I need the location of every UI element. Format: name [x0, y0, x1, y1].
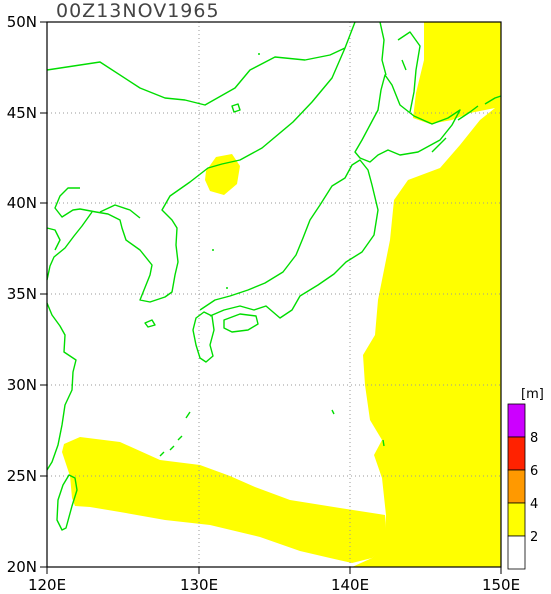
y-tick-label: 20N — [7, 558, 37, 576]
colorbar-label: 2 — [530, 530, 538, 545]
coastline-kurils — [431, 95, 502, 153]
x-tick-label: 150E — [482, 576, 520, 594]
x-axis-labels: 120E 130E 140E 150E — [28, 576, 520, 594]
coastline-bohai — [46, 204, 141, 251]
y-tick-label: 30N — [7, 376, 37, 394]
y-axis-labels: 20N 25N 30N 35N 40N 45N 50N — [7, 13, 37, 576]
x-tick-label: 130E — [180, 576, 218, 594]
x-tick-label: 140E — [331, 576, 369, 594]
y-tick-label: 40N — [7, 194, 37, 212]
colorbar-swatch-6-8 — [507, 436, 526, 471]
coastline-small-islands — [212, 53, 260, 289]
wave-field-east-korea-bay — [205, 154, 240, 195]
axis-tick-marks — [40, 21, 502, 574]
colorbar-swatch-4-6 — [507, 469, 526, 504]
coastline-ryukyu — [159, 409, 385, 457]
coastlines — [46, 21, 502, 531]
colorbar-label: 4 — [530, 497, 538, 512]
y-tick-label: 45N — [7, 104, 37, 122]
colorbar-unit-label: [m] — [521, 387, 544, 402]
coastline-mainland-asia — [46, 21, 356, 303]
y-tick-label: 50N — [7, 13, 37, 31]
map-title: 00Z13NOV1965 — [56, 0, 220, 22]
colorbar-swatch-2-4 — [507, 502, 526, 537]
coastline-sakhalin — [379, 21, 421, 113]
y-tick-label: 25N — [7, 467, 37, 485]
colorbar-label: 8 — [530, 431, 538, 446]
coastline-china-south — [46, 302, 77, 471]
coastline-taiwan — [56, 474, 78, 531]
coastline-jeju — [144, 319, 156, 328]
colorbar-swatch-8-plus — [507, 403, 526, 438]
colorbar: [m] 2 4 6 8 — [507, 387, 544, 570]
colorbar-swatch-0-2 — [507, 535, 526, 570]
y-tick-label: 35N — [7, 285, 37, 303]
colorbar-label: 6 — [530, 464, 538, 479]
wave-height-fill — [62, 22, 501, 567]
map-plot-area — [40, 21, 502, 574]
coastline-shikoku — [223, 313, 259, 333]
coastline-kyushu — [192, 311, 215, 363]
coastline-honshu — [199, 159, 379, 319]
x-tick-label: 120E — [28, 576, 66, 594]
map-gridlines — [47, 22, 501, 567]
coastline-hokkaido — [354, 74, 461, 163]
wave-field-east-of-japan — [352, 22, 501, 567]
wave-field-south-band — [62, 437, 386, 563]
